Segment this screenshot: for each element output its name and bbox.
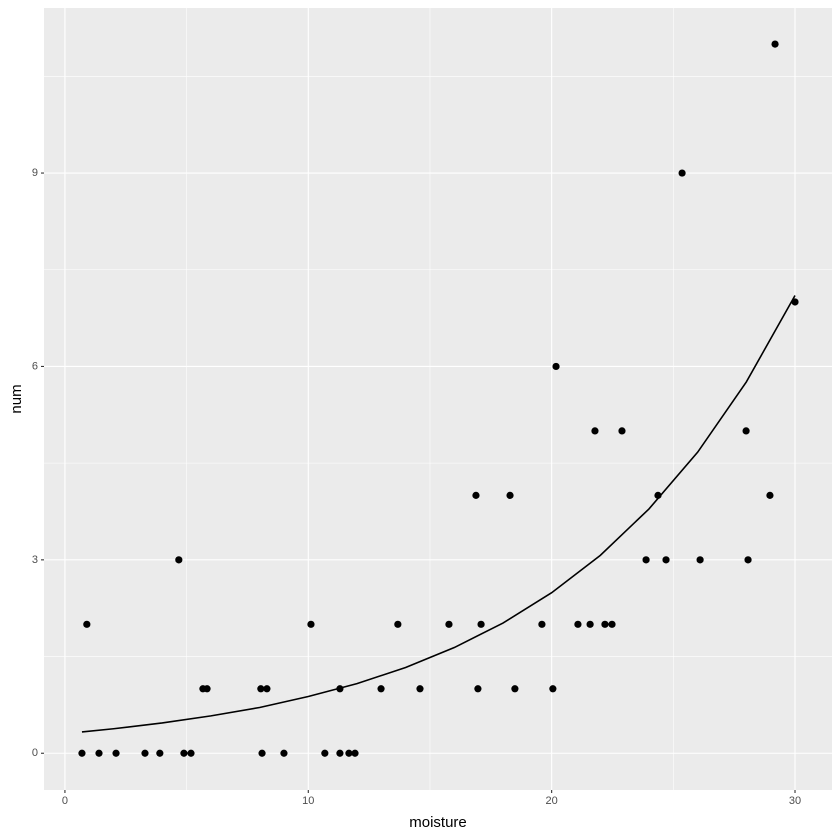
x-tick-label: 30 (789, 795, 801, 807)
point (156, 749, 164, 757)
point (591, 427, 599, 435)
point (474, 685, 482, 693)
point (307, 620, 315, 628)
x-tick-label: 0 (62, 795, 68, 807)
point (574, 620, 582, 628)
point (696, 556, 704, 564)
y-tick-label: 6 (32, 360, 38, 372)
point (203, 685, 211, 693)
x-tick-label: 10 (302, 795, 314, 807)
point (549, 685, 557, 693)
point (141, 749, 149, 757)
point (445, 620, 453, 628)
point (586, 620, 594, 628)
point (742, 427, 750, 435)
x-axis-title: moisture (409, 814, 467, 831)
point (552, 362, 560, 371)
point (175, 556, 183, 564)
point (416, 685, 424, 693)
point (506, 491, 514, 499)
point (766, 491, 774, 499)
point (377, 685, 385, 693)
point (112, 749, 120, 757)
point (601, 620, 609, 628)
point (345, 749, 353, 757)
point (477, 620, 485, 628)
y-tick-label: 3 (32, 554, 38, 566)
point (321, 749, 329, 757)
point (608, 620, 616, 628)
y-tick-label: 0 (32, 747, 38, 759)
point (642, 556, 650, 564)
x-tick-label: 20 (546, 795, 558, 807)
point (180, 749, 188, 757)
plot-panel (44, 8, 832, 790)
point (744, 556, 752, 564)
point (538, 620, 546, 628)
point (771, 40, 779, 48)
point (618, 427, 626, 435)
point (280, 749, 288, 757)
point (263, 685, 271, 693)
point (258, 749, 266, 757)
point (511, 685, 519, 693)
point (394, 620, 402, 628)
point (78, 749, 86, 757)
y-tick-label: 9 (32, 167, 38, 179)
fit-line (81, 295, 796, 733)
point (187, 749, 195, 757)
y-axis-title: num (8, 384, 25, 413)
point (662, 556, 670, 564)
point (351, 749, 359, 757)
point (336, 749, 344, 757)
point (257, 685, 265, 693)
point (95, 749, 103, 757)
point (678, 169, 686, 177)
point (472, 491, 480, 499)
point (83, 620, 91, 628)
